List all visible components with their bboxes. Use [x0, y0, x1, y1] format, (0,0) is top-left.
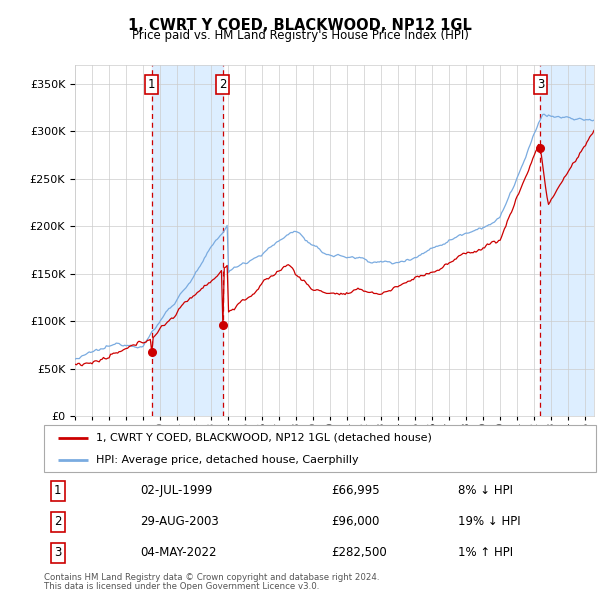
Text: 8% ↓ HPI: 8% ↓ HPI [458, 484, 513, 497]
Text: 02-JUL-1999: 02-JUL-1999 [140, 484, 213, 497]
Text: 1: 1 [54, 484, 61, 497]
Text: 1: 1 [148, 78, 155, 91]
Text: 3: 3 [54, 546, 61, 559]
Text: 1% ↑ HPI: 1% ↑ HPI [458, 546, 513, 559]
Text: 04-MAY-2022: 04-MAY-2022 [140, 546, 217, 559]
Text: 1, CWRT Y COED, BLACKWOOD, NP12 1GL (detached house): 1, CWRT Y COED, BLACKWOOD, NP12 1GL (det… [96, 432, 432, 442]
Text: 1, CWRT Y COED, BLACKWOOD, NP12 1GL: 1, CWRT Y COED, BLACKWOOD, NP12 1GL [128, 18, 472, 32]
Text: 3: 3 [537, 78, 544, 91]
Text: £96,000: £96,000 [331, 515, 379, 529]
Text: 2: 2 [219, 78, 226, 91]
Bar [541, 65, 594, 416]
Text: 19% ↓ HPI: 19% ↓ HPI [458, 515, 520, 529]
Bar [152, 65, 223, 416]
Text: 2: 2 [54, 515, 61, 529]
Text: 29-AUG-2003: 29-AUG-2003 [140, 515, 219, 529]
FancyBboxPatch shape [44, 425, 596, 472]
Text: Price paid vs. HM Land Registry's House Price Index (HPI): Price paid vs. HM Land Registry's House … [131, 30, 469, 42]
Text: This data is licensed under the Open Government Licence v3.0.: This data is licensed under the Open Gov… [44, 582, 319, 590]
Text: £66,995: £66,995 [331, 484, 379, 497]
Text: HPI: Average price, detached house, Caerphilly: HPI: Average price, detached house, Caer… [96, 455, 359, 465]
Text: £282,500: £282,500 [331, 546, 386, 559]
Text: Contains HM Land Registry data © Crown copyright and database right 2024.: Contains HM Land Registry data © Crown c… [44, 573, 379, 582]
